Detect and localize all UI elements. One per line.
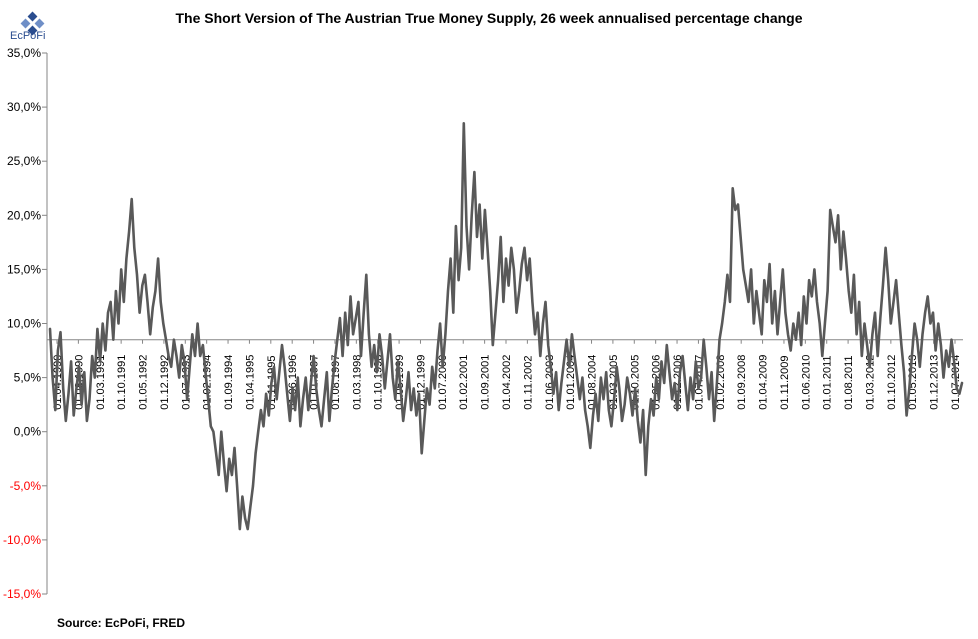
y-tick-label: -15,0% bbox=[3, 587, 41, 601]
y-tick-label: 30,0% bbox=[7, 100, 41, 114]
y-tick-label: -10,0% bbox=[3, 533, 41, 547]
series-line bbox=[48, 122, 964, 531]
ecpofi-logo-icon bbox=[20, 11, 45, 36]
x-tick-label: 01.12.2013 bbox=[929, 355, 941, 410]
x-tick-label: 01.11.2002 bbox=[522, 355, 534, 409]
x-tick-label: 01.07.2000 bbox=[437, 355, 449, 410]
x-tick-label: 01.04.1995 bbox=[244, 355, 256, 410]
x-tick-label: 01.05.1992 bbox=[138, 355, 150, 410]
x-tick-label: 01.01.2011 bbox=[822, 355, 834, 409]
x-tick-label: 01.10.1991 bbox=[116, 355, 128, 410]
x-tick-label: 01.06.2003 bbox=[544, 355, 556, 410]
x-tick-label: 01.11.2009 bbox=[779, 355, 791, 409]
y-tick-label: 25,0% bbox=[7, 154, 41, 168]
x-tick-label: 01.06.2010 bbox=[800, 355, 812, 410]
x-tick-label: 01.09.1994 bbox=[223, 355, 235, 410]
x-tick-label: 01.03.2012 bbox=[864, 355, 876, 410]
x-tick-label: 01.04.2009 bbox=[758, 355, 770, 410]
y-tick-label: 35,0% bbox=[7, 46, 41, 60]
x-tick-label: 01.04.2002 bbox=[501, 355, 513, 410]
x-tick-label: 01.01.2004 bbox=[565, 355, 577, 410]
x-tick-label: 01.10.2012 bbox=[886, 355, 898, 410]
source-note: Source: EcPoFi, FRED bbox=[57, 616, 186, 630]
x-tick-label: 01.09.2001 bbox=[480, 355, 492, 410]
y-tick-label: 0,0% bbox=[14, 425, 42, 439]
chart-title: The Short Version of The Austrian True M… bbox=[175, 10, 803, 26]
x-tick-label: 01.10.2005 bbox=[629, 355, 641, 410]
x-tick-label: 01.02.2001 bbox=[458, 355, 470, 410]
x-tick-label: 01.12.1992 bbox=[159, 355, 171, 410]
y-tick-label: 15,0% bbox=[7, 262, 41, 276]
x-tick-label: 01.08.2011 bbox=[843, 355, 855, 409]
y-tick-label: -5,0% bbox=[10, 479, 42, 493]
y-tick-label: 5,0% bbox=[14, 371, 42, 385]
x-tick-label: 01.03.1998 bbox=[351, 355, 363, 410]
x-tick-label: 01.09.2008 bbox=[736, 355, 748, 410]
y-tick-label: 10,0% bbox=[7, 317, 41, 331]
y-tick-label: 20,0% bbox=[7, 208, 41, 222]
x-tick-label: 01.03.1991 bbox=[95, 355, 107, 410]
logo-text: EcPoFi bbox=[10, 30, 46, 42]
